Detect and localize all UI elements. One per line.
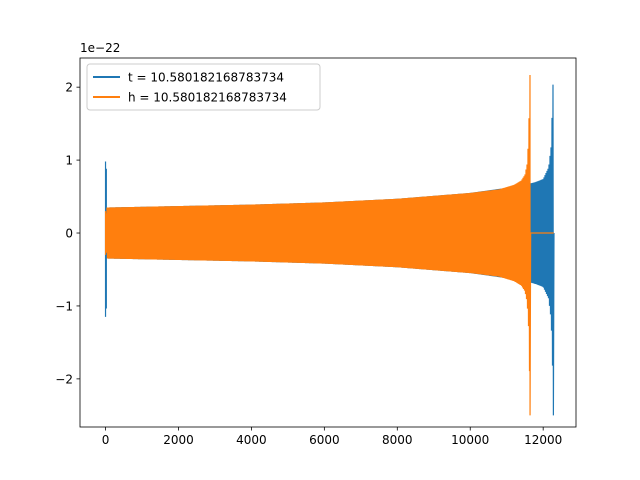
y-tick-label: 0 [65, 227, 73, 241]
x-tick-label: 6000 [309, 433, 340, 447]
x-tick-label: 12000 [524, 433, 562, 447]
y-tick-label: 1 [65, 154, 73, 168]
x-tick-label: 8000 [382, 433, 413, 447]
x-tick-label: 10000 [451, 433, 489, 447]
legend-item: h = 10.580182168783734 [93, 91, 287, 105]
y-offset-label: 1e−22 [80, 41, 120, 55]
plot-frame [79, 57, 577, 428]
series-h [104, 74, 554, 416]
legend-box [86, 63, 321, 111]
y-tick-label: −1 [55, 299, 73, 313]
legend: t = 10.580182168783734 h = 10.58018216878… [86, 63, 321, 111]
legend-label: t = 10.580182168783734 [128, 71, 284, 85]
y-tick-label: 2 [65, 81, 73, 95]
x-tick-label: 4000 [236, 433, 267, 447]
legend-item: t = 10.580182168783734 [93, 71, 284, 85]
x-tick-label: 0 [102, 433, 110, 447]
y-tick-label: −2 [55, 372, 73, 386]
x-tick-label: 2000 [163, 433, 194, 447]
series-line [104, 74, 554, 416]
legend-label: h = 10.580182168783734 [128, 91, 287, 105]
